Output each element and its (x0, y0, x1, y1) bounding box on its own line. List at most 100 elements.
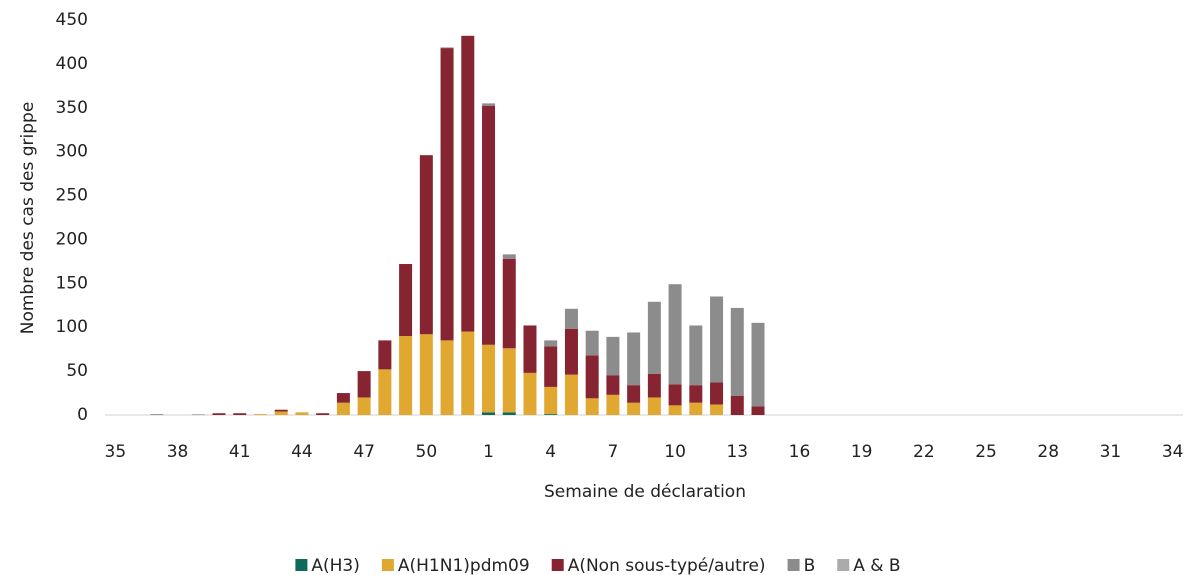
bar-segment (668, 384, 682, 406)
bar-segment (647, 397, 661, 415)
bar-segment (316, 413, 330, 415)
y-tick-label: 450 (56, 10, 88, 30)
bar-segment (482, 103, 496, 107)
x-tick-label: 34 (1162, 442, 1184, 462)
bar-segment (482, 106, 496, 345)
x-tick-label: 50 (416, 442, 438, 462)
bar-segment (461, 35, 475, 332)
bar-segment (274, 409, 288, 412)
bar-segment (606, 394, 620, 415)
legend-swatch (787, 559, 800, 571)
y-tick-label: 100 (56, 317, 88, 337)
x-tick-label: 10 (664, 442, 686, 462)
legend-label: A(Non sous-typé/autre) (568, 556, 766, 575)
bar-segment (419, 334, 433, 415)
bar-segment (336, 393, 350, 403)
legend-label: A(H1N1)pdm09 (398, 556, 530, 575)
bar-segment (689, 402, 703, 415)
y-tick-label: 250 (56, 186, 88, 206)
bar-segment (647, 301, 661, 374)
bar-segment (751, 322, 765, 407)
bar-segment (544, 414, 558, 415)
bar-segment (544, 386, 558, 415)
x-tick-label: 35 (105, 442, 127, 462)
x-tick-label: 13 (726, 442, 748, 462)
bar-segment (191, 414, 205, 415)
bar-segment (150, 414, 164, 415)
x-tick-label: 16 (789, 442, 811, 462)
bar-segment (502, 258, 516, 349)
bar-segment (710, 296, 724, 383)
bar-segment (606, 375, 620, 395)
bar-segment (440, 48, 454, 341)
bar-segment (482, 344, 496, 413)
legend-label: B (804, 556, 816, 575)
bar-segment (502, 254, 516, 259)
x-tick-label: 7 (607, 442, 618, 462)
bar-segment (482, 412, 496, 415)
x-tick-label: 19 (851, 442, 873, 462)
x-tick-label: 22 (913, 442, 935, 462)
bar-segment (378, 340, 392, 370)
bar-segment (689, 385, 703, 403)
bar-segment (274, 411, 288, 415)
bar-segment (564, 374, 578, 415)
legend-swatch (295, 559, 308, 571)
x-tick-label: 38 (167, 442, 189, 462)
bar-segment (730, 307, 744, 396)
legend-swatch (381, 559, 394, 571)
bar-segment (710, 404, 724, 415)
x-tick-label: 1 (483, 442, 494, 462)
y-tick-label: 300 (56, 142, 88, 162)
bar-segment (606, 336, 620, 376)
bar-segment (502, 412, 516, 415)
bar-segment (212, 413, 226, 415)
bar-segment (399, 336, 413, 415)
bar-segment (689, 325, 703, 386)
y-tick-label: 150 (56, 273, 88, 293)
bar-segment (523, 325, 537, 373)
x-tick-label: 28 (1037, 442, 1059, 462)
bar-segment (585, 330, 599, 356)
bar-segment (523, 372, 537, 415)
bar-segment (627, 402, 641, 415)
bar-segment (544, 346, 558, 387)
bar-segment (502, 348, 516, 413)
y-tick-label: 0 (77, 405, 88, 425)
bar-segment (564, 328, 578, 375)
y-axis-label: Nombre des cas des grippe (18, 102, 38, 335)
legend-swatch (837, 559, 850, 571)
x-tick-label: 41 (229, 442, 251, 462)
bar-segment (461, 331, 475, 415)
bar-segment (357, 397, 371, 415)
legend-label: A & B (853, 556, 900, 575)
bar-segment (564, 308, 578, 329)
bar-segment (233, 413, 247, 415)
x-tick-label: 44 (291, 442, 313, 462)
bar-segment (647, 373, 661, 398)
bar-segment (295, 412, 309, 415)
bar-segment (357, 371, 371, 398)
y-tick-label: 350 (56, 98, 88, 118)
x-tick-label: 4 (545, 442, 556, 462)
bar-segment (585, 398, 599, 415)
legend-label: A(H3) (311, 556, 360, 575)
bar-segment (544, 340, 558, 347)
bar-segment (668, 284, 682, 385)
x-tick-label: 25 (975, 442, 997, 462)
bar-segment (440, 47, 454, 49)
bar-segment (585, 355, 599, 399)
bar-segment (336, 402, 350, 415)
bar-segment (253, 414, 267, 415)
y-tick-label: 400 (56, 54, 88, 74)
x-axis-label: Semaine de déclaration (544, 482, 746, 502)
legend-swatch (551, 559, 564, 571)
bar-segment (378, 369, 392, 415)
bar-segment (751, 406, 765, 415)
y-tick-label: 200 (56, 229, 88, 249)
bar-segment (668, 405, 682, 415)
bar-segment (710, 382, 724, 405)
bar-segment (440, 340, 454, 415)
x-tick-label: 47 (353, 442, 375, 462)
